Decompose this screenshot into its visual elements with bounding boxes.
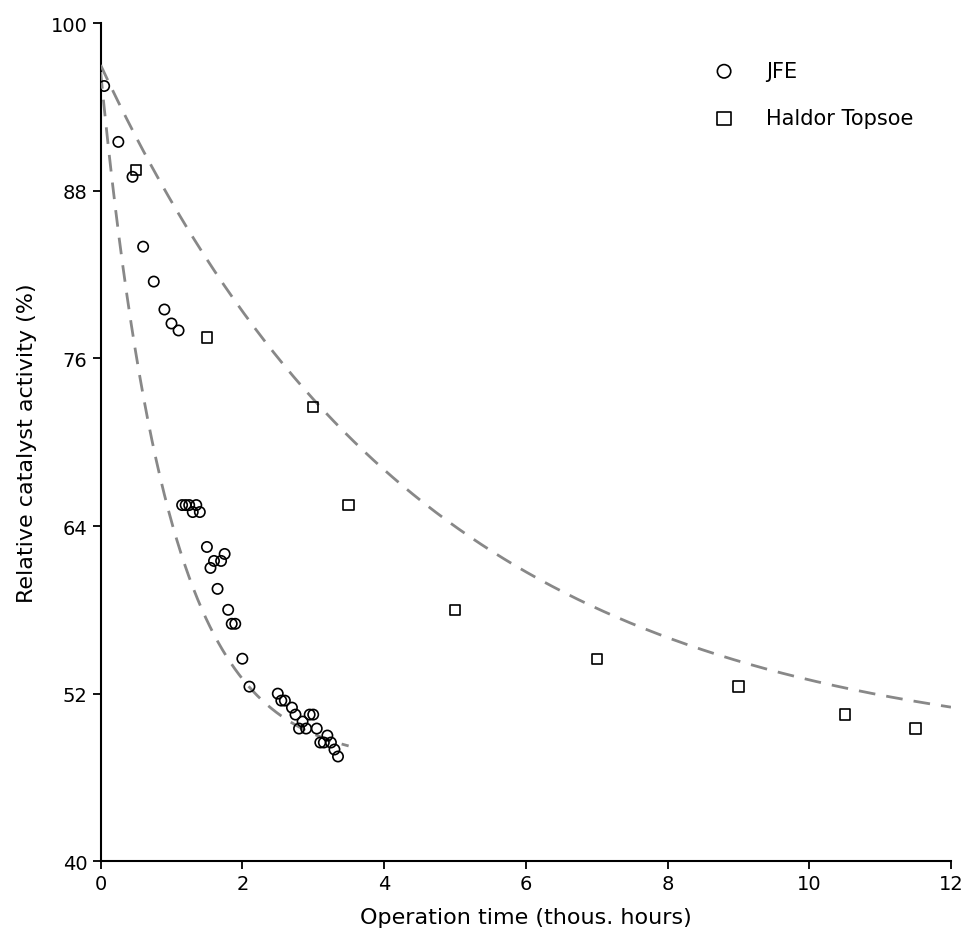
- JFE: [295, 715, 311, 730]
- Haldor Topsoe: [306, 400, 321, 415]
- JFE: [302, 707, 318, 722]
- X-axis label: Operation time (thous. hours): Operation time (thous. hours): [360, 907, 692, 927]
- Y-axis label: Relative catalyst activity (%): Relative catalyst activity (%): [17, 283, 36, 602]
- JFE: [313, 735, 328, 750]
- JFE: [164, 316, 179, 331]
- JFE: [192, 505, 208, 520]
- JFE: [319, 728, 335, 743]
- JFE: [227, 616, 243, 632]
- JFE: [210, 582, 225, 597]
- JFE: [291, 721, 307, 736]
- Haldor Topsoe: [341, 498, 357, 514]
- JFE: [323, 735, 339, 750]
- JFE: [273, 693, 289, 708]
- JFE: [174, 498, 190, 514]
- JFE: [223, 616, 239, 632]
- JFE: [242, 680, 258, 695]
- JFE: [284, 700, 300, 716]
- JFE: [217, 547, 232, 562]
- Haldor Topsoe: [907, 721, 923, 736]
- JFE: [306, 707, 321, 722]
- JFE: [199, 540, 215, 555]
- Haldor Topsoe: [447, 602, 463, 617]
- JFE: [181, 498, 197, 514]
- JFE: [171, 324, 186, 339]
- JFE: [188, 498, 204, 514]
- JFE: [203, 561, 219, 576]
- Legend: JFE, Haldor Topsoe: JFE, Haldor Topsoe: [693, 51, 923, 139]
- JFE: [277, 693, 293, 708]
- JFE: [270, 686, 285, 701]
- JFE: [177, 498, 193, 514]
- JFE: [214, 554, 229, 569]
- JFE: [96, 79, 112, 94]
- JFE: [309, 721, 324, 736]
- JFE: [298, 721, 314, 736]
- JFE: [234, 651, 250, 666]
- JFE: [330, 750, 346, 765]
- JFE: [124, 170, 140, 185]
- Haldor Topsoe: [128, 163, 144, 178]
- JFE: [146, 275, 162, 290]
- JFE: [135, 240, 151, 255]
- JFE: [157, 303, 172, 318]
- Haldor Topsoe: [730, 680, 746, 695]
- JFE: [288, 707, 304, 722]
- JFE: [185, 505, 201, 520]
- JFE: [111, 135, 126, 150]
- JFE: [206, 554, 221, 569]
- Haldor Topsoe: [199, 330, 215, 346]
- JFE: [326, 742, 342, 757]
- Haldor Topsoe: [837, 707, 853, 722]
- JFE: [316, 735, 331, 750]
- Haldor Topsoe: [589, 651, 605, 666]
- JFE: [220, 602, 236, 617]
